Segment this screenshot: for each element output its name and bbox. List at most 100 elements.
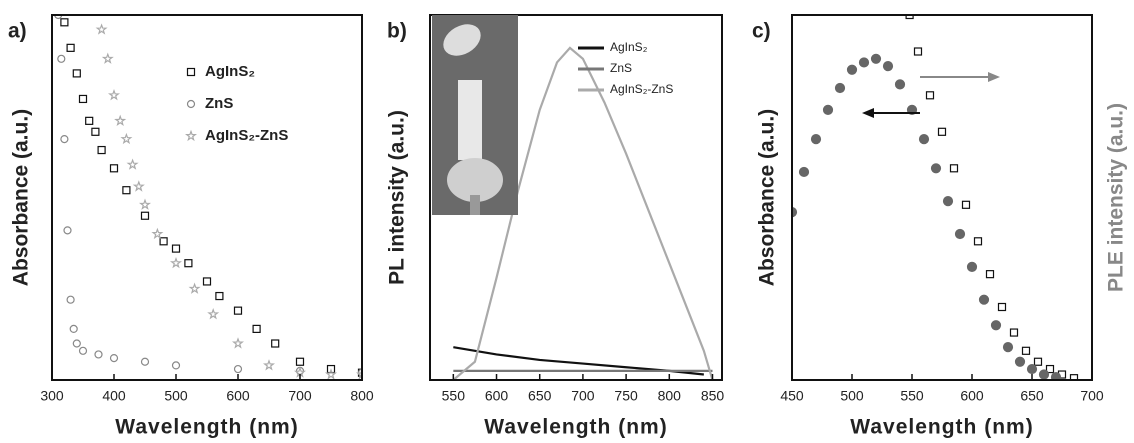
square-marker	[184, 259, 193, 268]
star-marker	[170, 256, 182, 269]
circle-marker	[810, 134, 822, 145]
square-marker	[109, 164, 119, 173]
circle-marker	[1038, 369, 1050, 380]
square-marker	[122, 186, 131, 195]
square-marker	[159, 237, 168, 246]
circle-marker	[1050, 371, 1062, 380]
square-marker	[295, 357, 305, 366]
square-marker	[215, 291, 224, 301]
y2-axis-title: PLE intensity (a.u.)	[1105, 103, 1128, 292]
x-tick-label: 650	[528, 388, 552, 404]
x-tick-label: 500	[164, 388, 188, 404]
y-axis-title: Absorbance (a.u.)	[756, 109, 779, 286]
star-marker	[355, 368, 362, 380]
x-tick-label: 400	[102, 388, 126, 404]
square-marker	[91, 127, 100, 136]
square-marker	[186, 67, 196, 77]
square-marker	[85, 116, 94, 125]
arrows	[862, 72, 1000, 118]
circle-marker	[990, 320, 1002, 331]
circle-marker	[798, 166, 810, 178]
legend-label: ZnS	[610, 61, 632, 75]
square-marker	[1009, 328, 1019, 337]
plot-frame	[791, 14, 1093, 381]
square-marker	[925, 91, 935, 100]
square-marker	[326, 364, 336, 374]
circle-marker	[63, 226, 72, 235]
circle-marker	[846, 64, 858, 75]
circle-marker	[54, 15, 63, 20]
circle-marker	[792, 207, 798, 218]
circle-marker	[140, 357, 150, 366]
circle-marker	[1014, 356, 1026, 367]
star-marker	[207, 308, 220, 320]
square-marker	[973, 237, 983, 246]
circle-marker	[954, 228, 966, 240]
x-tick-label: 550	[900, 388, 924, 404]
circle-marker	[978, 294, 990, 305]
square-marker	[1069, 374, 1079, 380]
square-marker	[997, 302, 1007, 312]
x-tick-label: 600	[226, 388, 250, 404]
plot-area	[792, 15, 1079, 380]
series-line	[452, 46, 714, 380]
x-tick-label: 300	[40, 388, 64, 404]
plot-area	[54, 15, 362, 380]
x-tick-label: 700	[1080, 388, 1104, 404]
x-axis-title: Wavelength (nm)	[484, 416, 667, 439]
circle-marker	[1026, 363, 1038, 375]
x-axis-title: Wavelength (nm)	[850, 416, 1033, 439]
star-marker	[114, 114, 127, 126]
circle-marker	[57, 54, 66, 63]
x-tick-label: 700	[288, 388, 312, 404]
square-marker	[78, 94, 88, 104]
star-marker	[324, 368, 338, 380]
circle-marker	[78, 346, 88, 355]
x-tick-label: 600	[960, 388, 984, 404]
square-marker	[202, 277, 212, 286]
x-tick-label: 850	[701, 388, 725, 404]
x-tick-label: 550	[442, 388, 466, 404]
square-marker	[252, 324, 261, 333]
star-marker	[139, 198, 151, 210]
square-marker	[60, 18, 69, 27]
x-tick-label: 500	[840, 388, 864, 404]
square-marker	[1021, 346, 1031, 355]
square-marker	[72, 69, 81, 78]
circle-marker	[60, 135, 69, 144]
square-marker	[937, 127, 947, 136]
circle-marker	[66, 295, 75, 304]
x-tick-label: 800	[350, 388, 374, 404]
square-marker	[1045, 364, 1055, 374]
circle-marker	[171, 361, 181, 370]
circle-marker	[894, 79, 906, 90]
circle-marker	[109, 354, 119, 363]
star-marker	[126, 158, 139, 170]
circle-marker	[822, 104, 834, 116]
star-marker	[101, 52, 114, 64]
x-tick-label: 800	[658, 388, 682, 404]
x-tick-label: 650	[1020, 388, 1044, 404]
circle-marker	[186, 99, 196, 109]
circle-marker	[966, 261, 978, 272]
circle-marker	[882, 60, 894, 72]
circle-marker	[72, 339, 81, 348]
square-marker	[949, 164, 959, 173]
x-tick-label: 700	[571, 388, 595, 404]
square-marker	[233, 306, 243, 315]
inset-photo	[432, 15, 518, 215]
square-marker	[961, 200, 971, 209]
square-marker	[66, 43, 75, 52]
star-marker	[132, 180, 145, 192]
circle-marker	[870, 53, 882, 64]
circle-marker	[858, 57, 870, 68]
circle-marker	[94, 350, 103, 359]
star-marker	[108, 89, 120, 101]
square-marker	[985, 270, 995, 279]
square-marker	[905, 15, 914, 20]
x-tick-label: 750	[614, 388, 638, 404]
star-marker	[151, 227, 164, 240]
legend-label: AgInS₂-ZnS	[205, 127, 288, 144]
star-marker	[120, 132, 133, 145]
